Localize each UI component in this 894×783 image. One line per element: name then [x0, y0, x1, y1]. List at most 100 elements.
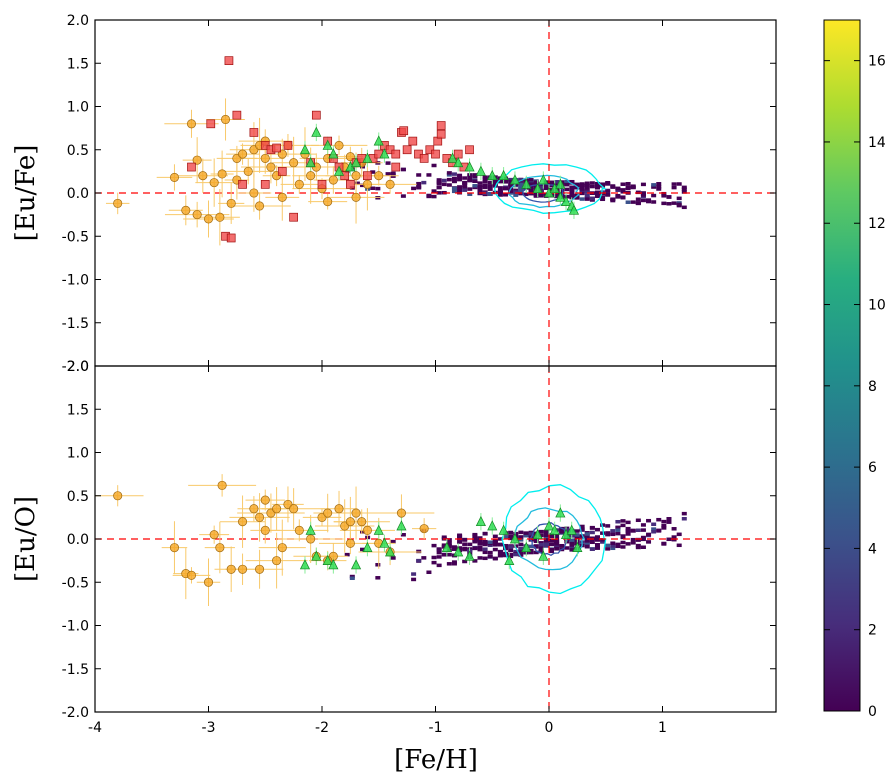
colorbar: 0 2 4 6 8 10 12 14 16	[823, 19, 886, 720]
density-cell	[503, 546, 509, 551]
density-cell	[681, 190, 687, 194]
density-cell	[528, 185, 534, 189]
density-cell	[538, 541, 544, 545]
density-cell	[640, 193, 646, 197]
red-point	[206, 119, 216, 129]
density-cell	[620, 519, 626, 523]
green-point	[299, 559, 311, 570]
colorbar-tick-label: 0	[868, 704, 877, 720]
bottom-points	[113, 480, 583, 587]
green-point	[572, 541, 583, 553]
density-cell	[528, 181, 534, 185]
density-cell	[579, 183, 585, 187]
density-cell	[462, 542, 468, 546]
density-cell	[666, 520, 672, 524]
density-cell	[564, 179, 570, 184]
green-point	[447, 152, 458, 163]
density-cell	[487, 192, 493, 196]
density-cell	[487, 543, 493, 547]
density-cell	[554, 194, 560, 199]
density-cell	[549, 539, 554, 543]
density-cell	[446, 562, 452, 566]
orange-point	[238, 517, 248, 527]
green-point	[475, 515, 486, 527]
green-point	[453, 156, 464, 168]
orange-point	[215, 212, 225, 222]
density-cell	[543, 543, 549, 548]
density-cell	[482, 547, 488, 551]
density-cell	[681, 185, 687, 190]
density-cell	[538, 186, 544, 190]
density-cell	[579, 191, 585, 196]
density-cell	[508, 184, 514, 189]
density-cell	[518, 553, 524, 557]
orange-point	[396, 508, 406, 518]
orange-point	[249, 188, 259, 198]
density-cell	[451, 176, 457, 181]
density-cell	[462, 546, 468, 551]
green-point	[498, 169, 509, 181]
density-cell	[620, 188, 626, 192]
density-cell	[630, 185, 636, 190]
orange-point	[385, 179, 395, 189]
orange-point	[226, 198, 236, 208]
y-tick-label: 0.0	[67, 186, 89, 202]
density-cell	[625, 520, 631, 525]
density-cell	[584, 186, 590, 190]
red-point	[283, 141, 293, 150]
density-cell	[457, 540, 463, 544]
green-point	[555, 191, 566, 202]
density-cell	[569, 548, 575, 552]
density-cell	[589, 536, 595, 540]
density-cell	[635, 190, 641, 195]
red-point	[399, 126, 409, 136]
green-point	[379, 537, 390, 548]
density-cell	[640, 523, 646, 527]
density-cell	[661, 191, 667, 196]
colorbar-tick-label: 10	[868, 298, 886, 314]
density-cell	[681, 205, 687, 210]
density-cell	[457, 185, 463, 189]
red-point	[277, 167, 287, 176]
density-cell	[497, 186, 503, 190]
density-cell	[620, 182, 626, 186]
red-point	[226, 233, 236, 243]
density-cell	[446, 171, 452, 175]
density-cell	[416, 549, 422, 554]
density-cell	[554, 534, 560, 538]
green-point	[464, 550, 475, 561]
green-point	[441, 541, 452, 553]
orange-point	[362, 179, 372, 189]
density-cell	[528, 178, 534, 182]
density-cell	[462, 185, 468, 190]
green-point	[328, 559, 339, 570]
y-tick-label: 1.5	[67, 402, 89, 418]
density-cell	[554, 180, 560, 184]
density-cell	[523, 533, 529, 538]
density-cell	[569, 543, 575, 548]
density-cell	[497, 553, 503, 557]
bottom-error-bars	[95, 474, 578, 606]
density-cell	[635, 543, 641, 548]
density-cell	[538, 533, 544, 538]
density-cell	[569, 193, 575, 197]
orange-point	[192, 210, 202, 220]
density-cell	[564, 528, 570, 532]
orange-point	[226, 564, 236, 574]
colorbar-tick-label: 12	[868, 216, 886, 232]
density-cell	[446, 541, 452, 545]
density-cell	[436, 563, 442, 568]
density-cell	[584, 183, 590, 188]
orange-point	[289, 158, 299, 168]
density-cell	[610, 529, 616, 533]
green-point	[568, 204, 580, 215]
density-cell	[630, 537, 636, 542]
density-cell	[492, 547, 498, 552]
density-cell	[564, 182, 570, 187]
density-cell	[477, 545, 483, 549]
density-cell	[620, 540, 626, 545]
density-cell	[640, 182, 646, 187]
density-cell	[646, 532, 652, 537]
density-cell	[605, 189, 611, 193]
density-cell	[518, 179, 524, 184]
